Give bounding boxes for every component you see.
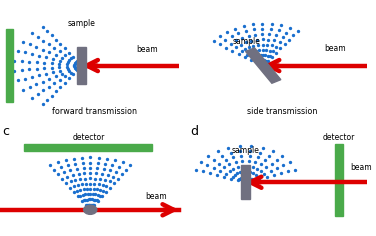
Text: side transmission: side transmission	[247, 107, 317, 116]
Text: sample: sample	[232, 38, 260, 46]
Text: sample: sample	[68, 19, 96, 28]
Bar	[335, 144, 343, 216]
Text: beam: beam	[145, 192, 167, 201]
Text: detector: detector	[322, 133, 355, 142]
Bar	[6, 29, 13, 102]
Text: d: d	[190, 125, 198, 138]
Circle shape	[83, 205, 97, 214]
Bar	[241, 165, 250, 199]
Text: sample: sample	[231, 146, 259, 155]
Text: beam: beam	[324, 44, 346, 53]
Text: detector: detector	[72, 133, 105, 142]
Text: c: c	[2, 125, 9, 138]
Text: beam: beam	[350, 163, 372, 172]
Bar	[77, 47, 86, 84]
Bar	[24, 143, 152, 151]
Text: forward transmission: forward transmission	[52, 107, 136, 116]
Text: beam: beam	[136, 45, 158, 54]
Bar	[246, 48, 281, 83]
